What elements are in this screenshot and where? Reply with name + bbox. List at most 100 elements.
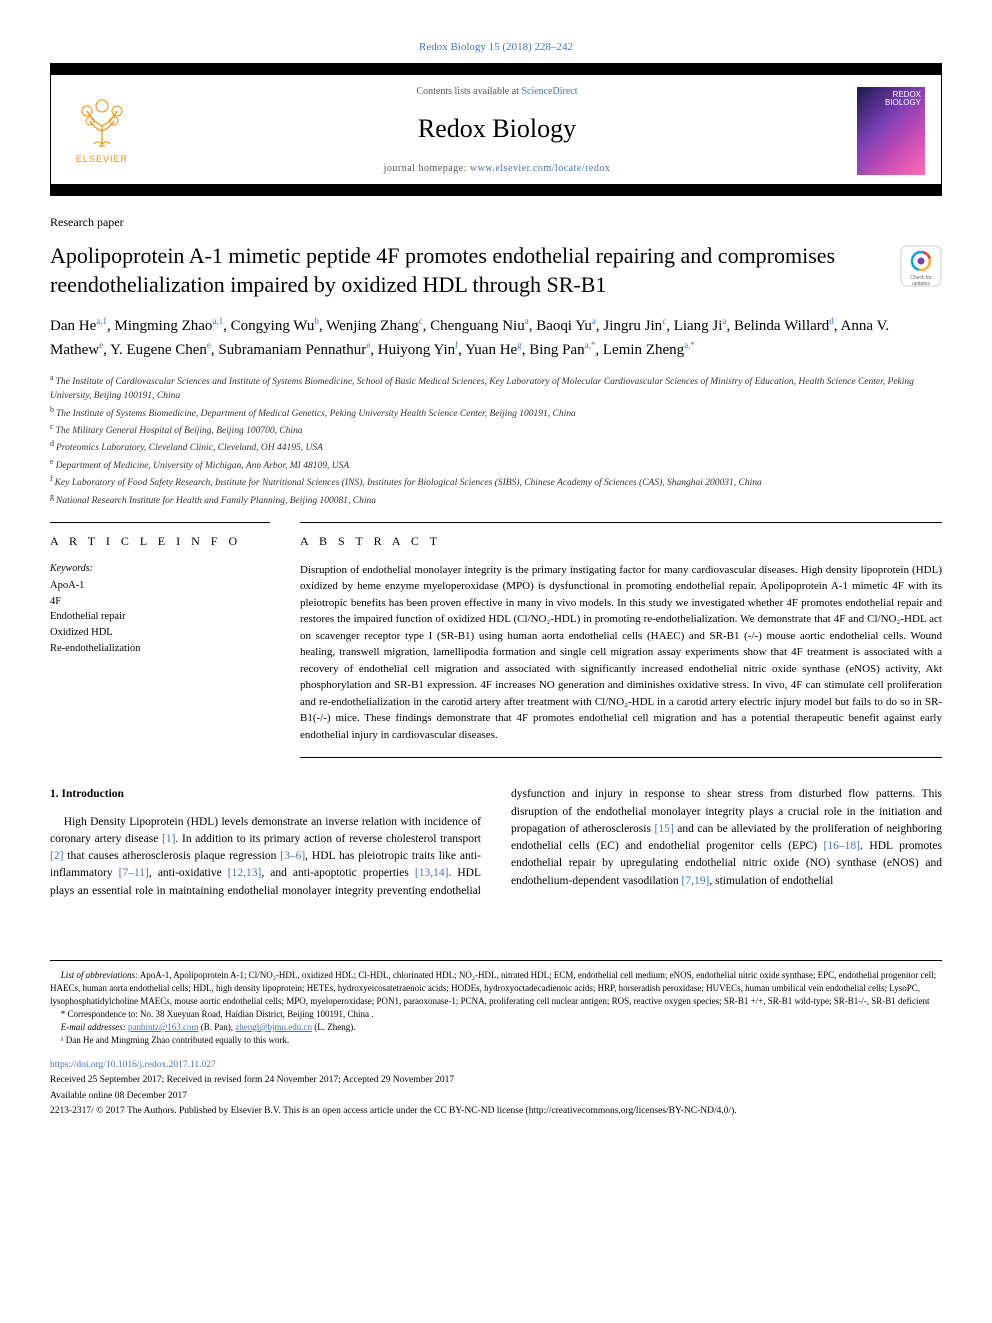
sciencedirect-link[interactable]: ScienceDirect bbox=[521, 86, 577, 97]
citation-link[interactable]: [2] bbox=[50, 850, 63, 862]
abstract-header: A B S T R A C T bbox=[300, 522, 942, 550]
email-link[interactable]: zhengl@bjmu.edu.cn bbox=[235, 1022, 312, 1032]
author-affil-sup: e bbox=[207, 340, 211, 350]
author: Huiyong Yinf bbox=[378, 342, 458, 358]
author: Lemin Zhenga,* bbox=[603, 342, 695, 358]
author-name-link[interactable]: Lemin Zheng bbox=[603, 342, 684, 358]
elsevier-tree-icon bbox=[72, 96, 132, 151]
intro-text: . In addition to its primary action of r… bbox=[175, 833, 481, 845]
keywords-label: Keywords: bbox=[50, 562, 270, 576]
author: Wenjing Zhangc bbox=[326, 318, 423, 334]
article-body: 1. Introduction High Density Lipoprotein… bbox=[50, 786, 942, 900]
author-name-link[interactable]: Wenjing Zhang bbox=[326, 318, 419, 334]
citation-link[interactable]: [3–6] bbox=[280, 850, 305, 862]
journal-header: ELSEVIER Contents lists available at Sci… bbox=[50, 63, 942, 195]
author-name-link[interactable]: Subramaniam Pennathur bbox=[218, 342, 366, 358]
available-online: Available online 08 December 2017 bbox=[50, 1090, 942, 1103]
email-name: (L. Zheng). bbox=[312, 1022, 355, 1032]
affiliation: b The Institute of Systems Biomedicine, … bbox=[50, 404, 942, 421]
author: Yuan Heg bbox=[465, 342, 522, 358]
header-bottom-bar bbox=[51, 184, 941, 195]
author-affil-sup: a bbox=[722, 316, 726, 326]
keyword: ApoA-1 bbox=[50, 578, 270, 594]
citation-link[interactable]: [13,14] bbox=[415, 867, 449, 879]
article-type: Research paper bbox=[50, 214, 942, 231]
author-name-link[interactable]: Liang Ji bbox=[674, 318, 723, 334]
contents-available: Contents lists available at ScienceDirec… bbox=[137, 85, 857, 99]
citation-link[interactable]: [7,19] bbox=[682, 875, 710, 887]
author-name-link[interactable]: Yuan He bbox=[465, 342, 517, 358]
author-name-link[interactable]: Baoqi Yu bbox=[536, 318, 592, 334]
author-affil-sup: d bbox=[829, 316, 834, 326]
cover-label: REDOX BIOLOGY bbox=[885, 91, 921, 107]
email-name: (B. Pan), bbox=[199, 1022, 236, 1032]
author-affil-sup: a bbox=[525, 316, 529, 326]
citation-link[interactable]: [12,13] bbox=[228, 867, 262, 879]
author-name-link[interactable]: Mingming Zhao bbox=[114, 318, 212, 334]
article-history: Received 25 September 2017; Received in … bbox=[50, 1074, 942, 1087]
affiliation: e Department of Medicine, University of … bbox=[50, 456, 942, 473]
keyword: Oxidized HDL bbox=[50, 625, 270, 641]
journal-homepage: journal homepage: www.elsevier.com/locat… bbox=[137, 162, 857, 176]
author-name-link[interactable]: Jingru Jin bbox=[603, 318, 662, 334]
email-label: E-mail addresses: bbox=[61, 1022, 126, 1032]
author-affil-sup: a bbox=[592, 316, 596, 326]
journal-reference: Redox Biology 15 (2018) 228–242 bbox=[50, 40, 942, 55]
intro-text: , stimulation of endothelial bbox=[709, 875, 833, 887]
cover-label-bottom: BIOLOGY bbox=[885, 99, 921, 107]
author: Liang Jia bbox=[674, 318, 727, 334]
author-affil-sup: e bbox=[99, 340, 103, 350]
author: Mingming Zhaoa,1 bbox=[114, 318, 223, 334]
affiliation: d Proteomics Laboratory, Cleveland Clini… bbox=[50, 438, 942, 455]
affiliation-sup: b bbox=[50, 405, 56, 414]
affiliation: c The Military General Hospital of Beiji… bbox=[50, 421, 942, 438]
email-link[interactable]: panbintz@163.com bbox=[128, 1022, 199, 1032]
author: Dan Hea,1 bbox=[50, 318, 107, 334]
keyword: Re-endothelialization bbox=[50, 641, 270, 657]
author-name-link[interactable]: Chenguang Niu bbox=[430, 318, 525, 334]
homepage-link[interactable]: www.elsevier.com/locate/redox bbox=[470, 163, 610, 174]
author-affil-sup: a,1 bbox=[96, 316, 107, 326]
abstract-divider bbox=[300, 757, 942, 758]
author-name-link[interactable]: Bing Pan bbox=[529, 342, 584, 358]
citation-link[interactable]: [1] bbox=[162, 833, 175, 845]
citation-link[interactable]: [16–18] bbox=[824, 840, 860, 852]
svg-text:updates: updates bbox=[912, 281, 930, 287]
doi-link[interactable]: https://doi.org/10.1016/j.redox.2017.11.… bbox=[50, 1059, 942, 1072]
correspondence: * Correspondence to: No. 38 Xueyuan Road… bbox=[50, 1008, 942, 1021]
elsevier-logo: ELSEVIER bbox=[67, 91, 137, 171]
abstract-text: Disruption of endothelial monolayer inte… bbox=[300, 562, 942, 744]
citation-link[interactable]: [15] bbox=[655, 823, 674, 835]
author: Chenguang Niua bbox=[430, 318, 529, 334]
keyword: 4F bbox=[50, 594, 270, 610]
keyword: Endothelial repair bbox=[50, 609, 270, 625]
journal-name: Redox Biology bbox=[137, 111, 857, 147]
affiliation-list: a The Institute of Cardiovascular Scienc… bbox=[50, 372, 942, 508]
author: Baoqi Yua bbox=[536, 318, 596, 334]
intro-text: that causes atherosclerosis plaque regre… bbox=[63, 850, 280, 862]
introduction-title: 1. Introduction bbox=[50, 786, 481, 803]
contents-pre: Contents lists available at bbox=[416, 86, 521, 97]
author: Subramaniam Pennathure bbox=[218, 342, 370, 358]
author-name-link[interactable]: Y. Eugene Chen bbox=[110, 342, 207, 358]
author-name-link[interactable]: Dan He bbox=[50, 318, 96, 334]
contribution-note: ¹ Dan He and Mingming Zhao contributed e… bbox=[50, 1034, 942, 1047]
author-affil-sup: e bbox=[366, 340, 370, 350]
author-affil-sup: c bbox=[662, 316, 666, 326]
author-name-link[interactable]: Belinda Willard bbox=[734, 318, 829, 334]
affiliation-sup: g bbox=[50, 492, 56, 501]
intro-text: , and anti-apoptotic properties bbox=[261, 867, 415, 879]
author: Jingru Jinc bbox=[603, 318, 666, 334]
crossmark-icon[interactable]: Check for updates bbox=[900, 245, 942, 287]
author-name-link[interactable]: Huiyong Yin bbox=[378, 342, 455, 358]
affiliation: g National Research Institute for Health… bbox=[50, 491, 942, 508]
affiliation-sup: f bbox=[50, 474, 55, 483]
author-affil-sup: g bbox=[517, 340, 522, 350]
author-name-link[interactable]: Congying Wu bbox=[231, 318, 315, 334]
email-addresses: E-mail addresses: panbintz@163.com (B. P… bbox=[50, 1021, 942, 1034]
affiliation-sup: e bbox=[50, 457, 56, 466]
citation-link[interactable]: [7–11] bbox=[119, 867, 149, 879]
header-top-bar bbox=[51, 64, 941, 75]
abbreviations: List of abbreviations: ApoA-1, Apolipopr… bbox=[50, 969, 942, 1008]
affiliation: f Key Laboratory of Food Safety Research… bbox=[50, 473, 942, 490]
